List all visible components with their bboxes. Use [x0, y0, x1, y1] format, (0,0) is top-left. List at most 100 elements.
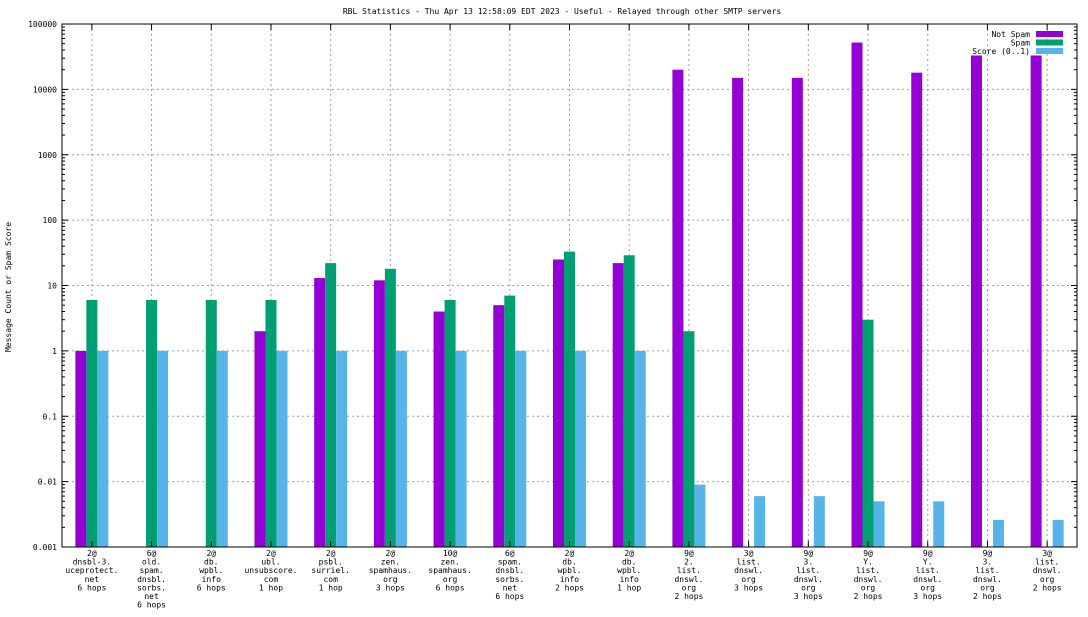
- bar-spam: [205, 300, 217, 547]
- legend-label: Not Spam: [991, 30, 1030, 39]
- x-tick-label: 2@: [87, 549, 97, 558]
- x-tick-label: db.: [562, 558, 576, 567]
- legend-swatch: [1036, 31, 1063, 37]
- x-tick-label: net: [503, 583, 518, 592]
- x-tick-label: info: [620, 575, 639, 584]
- x-tick-label: 6 hops: [77, 583, 106, 592]
- axis-ticks: 0.0010.010.11101001000100001000002@dnsbl…: [28, 20, 1077, 610]
- x-tick-label: sorbs.: [137, 583, 166, 592]
- bar-score-0-1: [933, 501, 945, 547]
- bar-spam: [86, 300, 98, 547]
- x-tick-label: 1 hop: [259, 583, 283, 592]
- x-tick-label: info: [202, 575, 221, 584]
- x-tick-label: 6 hops: [137, 601, 166, 610]
- x-tick-label: 9@: [923, 549, 933, 558]
- bar-score-0-1: [336, 350, 348, 547]
- y-tick-label: 0.01: [38, 478, 57, 487]
- x-tick-label: old.: [142, 558, 161, 567]
- bar-not-spam: [553, 259, 564, 547]
- bar-not-spam: [254, 331, 266, 547]
- bar-score-0-1: [992, 519, 1004, 547]
- x-tick-label: dnsbl-3.: [73, 558, 112, 567]
- bar-not-spam: [75, 350, 87, 547]
- bar-not-spam: [791, 77, 803, 547]
- bar-spam: [623, 255, 635, 547]
- y-tick-label: 1: [52, 347, 57, 356]
- bar-score-0-1: [216, 350, 228, 547]
- bar-score-0-1: [754, 496, 766, 547]
- x-tick-label: info: [560, 575, 579, 584]
- x-tick-label: 1 hop: [617, 583, 641, 592]
- x-tick-label: org: [921, 583, 936, 592]
- x-tick-label: org: [741, 575, 756, 584]
- y-tick-label: 0.001: [33, 543, 57, 552]
- bar-not-spam: [433, 311, 445, 547]
- bar-score-0-1: [873, 501, 885, 547]
- bars: [75, 42, 1064, 548]
- x-tick-label: 2@: [326, 549, 336, 558]
- x-tick-label: net: [144, 592, 159, 601]
- bar-score-0-1: [276, 350, 288, 547]
- x-tick-label: 2@: [266, 549, 276, 558]
- x-tick-label: 2@: [386, 549, 396, 558]
- x-tick-label: 3@: [1042, 549, 1052, 558]
- bar-not-spam: [911, 72, 923, 548]
- bar-score-0-1: [157, 350, 169, 547]
- bar-not-spam: [373, 280, 385, 547]
- x-tick-label: dnswl.: [674, 575, 703, 584]
- y-tick-label: 10000: [33, 85, 57, 94]
- x-tick-label: dnsbl.: [495, 566, 524, 575]
- x-tick-label: 9@: [804, 549, 814, 558]
- x-tick-label: list.: [796, 566, 820, 575]
- x-tick-label: 3.: [804, 558, 814, 567]
- bar-spam: [265, 300, 277, 547]
- x-tick-label: 2@: [565, 549, 575, 558]
- x-tick-label: wpbl.: [199, 566, 223, 575]
- bar-score-0-1: [395, 350, 407, 547]
- x-tick-label: 3 hops: [794, 592, 823, 601]
- x-tick-label: 6 hops: [495, 592, 524, 601]
- x-tick-label: org: [1040, 575, 1055, 584]
- x-tick-label: 2 hops: [854, 592, 883, 601]
- x-tick-label: db.: [622, 558, 636, 567]
- x-tick-label: db.: [204, 558, 218, 567]
- x-tick-label: spamhaus.: [428, 566, 471, 575]
- x-tick-label: list.: [737, 558, 761, 567]
- x-tick-label: unsubscore.: [244, 566, 297, 575]
- bar-spam: [564, 251, 575, 547]
- x-tick-label: list.: [1035, 558, 1059, 567]
- x-tick-label: 3 hops: [734, 583, 763, 592]
- x-tick-label: 3 hops: [913, 592, 942, 601]
- x-tick-label: sorbs.: [495, 575, 524, 584]
- x-tick-label: 10@: [443, 549, 458, 558]
- y-axis-label: Message Count or Spam Score: [4, 222, 13, 352]
- x-tick-label: 2@: [206, 549, 216, 558]
- bar-spam: [862, 319, 874, 547]
- x-tick-label: org: [443, 575, 458, 584]
- x-tick-label: 3@: [744, 549, 754, 558]
- bar-score-0-1: [97, 350, 109, 547]
- bar-not-spam: [493, 305, 505, 547]
- bar-not-spam: [732, 77, 744, 547]
- bar-score-0-1: [1052, 519, 1064, 547]
- x-tick-label: 9@: [863, 549, 873, 558]
- x-tick-label: 9@: [684, 549, 694, 558]
- x-tick-label: 2 hops: [973, 592, 1002, 601]
- x-tick-label: dnswl.: [973, 575, 1002, 584]
- x-tick-label: dnswl.: [1033, 566, 1062, 575]
- x-tick-label: org: [801, 583, 816, 592]
- x-tick-label: uceprotect.: [65, 566, 118, 575]
- x-tick-label: 6 hops: [197, 583, 226, 592]
- legend-label: Score (0..1): [972, 47, 1030, 56]
- x-tick-label: surriel.: [311, 566, 350, 575]
- x-tick-label: 6@: [505, 549, 515, 558]
- x-tick-label: org: [861, 583, 876, 592]
- x-tick-label: list.: [916, 566, 940, 575]
- legend-swatch: [1036, 39, 1063, 46]
- bar-score-0-1: [634, 350, 646, 547]
- bar-not-spam: [970, 55, 982, 548]
- bar-spam: [146, 300, 158, 547]
- bar-spam: [384, 268, 396, 547]
